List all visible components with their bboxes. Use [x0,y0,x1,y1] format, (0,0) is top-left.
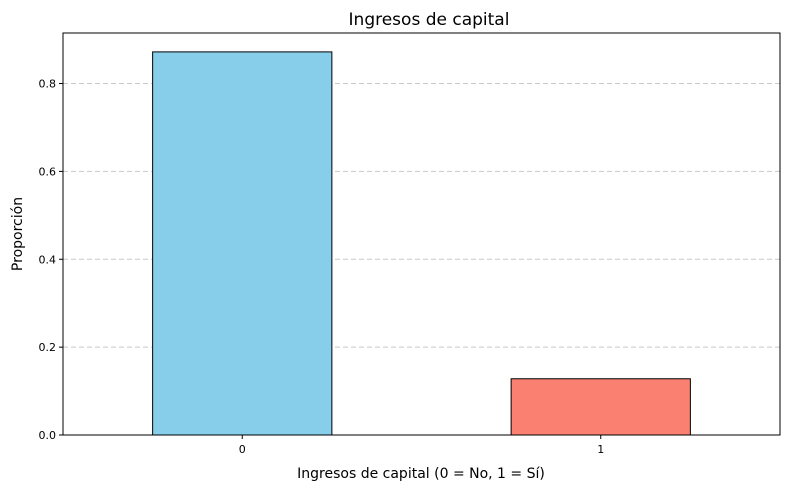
x-tick-label: 0 [239,443,246,456]
bar-0 [152,51,333,436]
y-tick-label: 0.8 [39,78,57,91]
bar-1 [510,378,691,436]
y-tick-label: 0.2 [39,341,57,354]
y-axis-label: Proporción [10,197,26,271]
y-tick-label: 0.4 [39,253,57,266]
y-tick-label: 0.6 [39,165,57,178]
chart-title: Ingresos de capital [349,10,510,30]
x-axis-label: Ingresos de capital (0 = No, 1 = Sí) [297,466,545,482]
y-axis-ticks: 0.0 0.2 0.4 0.6 0.8 [39,78,63,442]
bars [152,51,691,436]
x-tick-label: 1 [597,443,604,456]
y-tick-label: 0.0 [39,429,57,442]
plot-frame [62,32,781,436]
